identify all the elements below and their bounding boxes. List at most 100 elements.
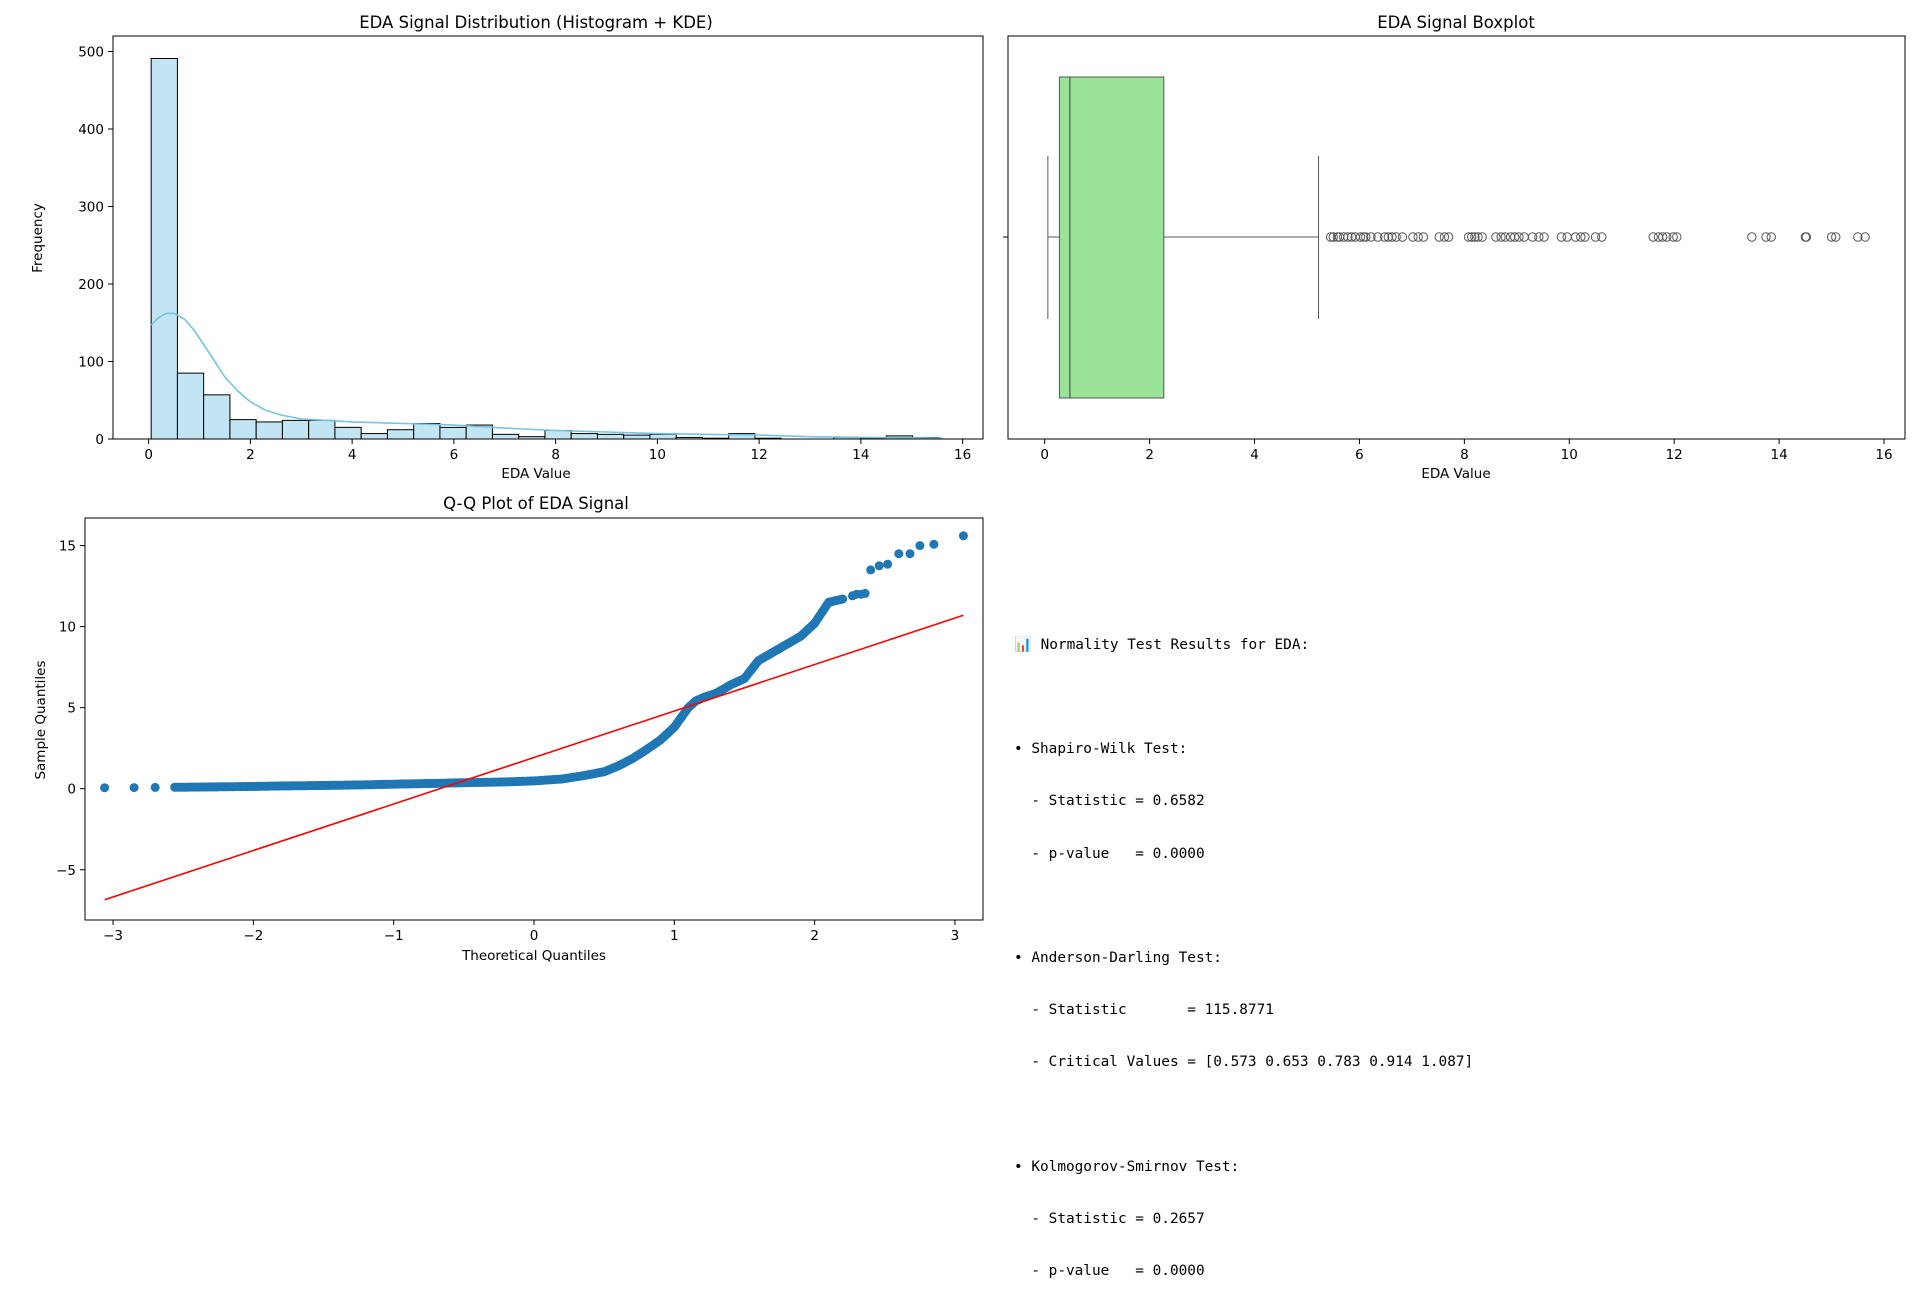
histogram-panel: EDA Signal Distribution (Histogram + KDE… bbox=[30, 13, 984, 482]
outlier-point bbox=[1391, 232, 1401, 242]
histogram-y-ticks: 0 100 200 300 400 500 bbox=[78, 45, 113, 448]
outlier-point bbox=[1668, 232, 1678, 242]
outlier-point bbox=[1860, 232, 1870, 242]
outlier-point bbox=[1648, 232, 1658, 242]
stats-spacer bbox=[1014, 898, 1894, 915]
qq-axes-frame bbox=[84, 517, 984, 921]
x-tick-label: 2 bbox=[810, 928, 819, 944]
histogram-bar bbox=[176, 372, 205, 440]
histogram-bar bbox=[491, 433, 520, 440]
stats-shapiro-statistic: - Statistic = 0.6582 bbox=[1014, 793, 1205, 810]
y-tick-label: −5 bbox=[56, 863, 76, 879]
x-tick-label: 16 bbox=[954, 447, 971, 463]
x-tick-label: −2 bbox=[243, 928, 263, 944]
histogram-bar bbox=[281, 419, 310, 440]
x-tick-label: −1 bbox=[384, 928, 404, 944]
histogram-y-label: Frequency bbox=[30, 203, 46, 273]
histogram-bar bbox=[623, 434, 651, 440]
histogram-bar bbox=[360, 433, 388, 440]
outlier-point bbox=[1747, 232, 1757, 242]
outlier-point bbox=[1434, 232, 1444, 242]
outlier-point bbox=[1328, 232, 1338, 242]
histogram-bar bbox=[596, 433, 625, 440]
outlier-point bbox=[1373, 232, 1383, 242]
qq-point bbox=[100, 783, 110, 793]
kde-curve bbox=[150, 312, 943, 439]
histogram-bar bbox=[255, 421, 283, 440]
outlier-point bbox=[1383, 232, 1394, 242]
boxplot-x-ticks: 0 2 4 6 8 10 12 14 16 bbox=[1040, 439, 1893, 463]
outlier-point bbox=[1590, 232, 1601, 242]
outlier-point bbox=[1826, 232, 1837, 242]
x-tick-label: 6 bbox=[1355, 447, 1364, 463]
normality-test-results: 📊 Normality Test Results for EDA: • Shap… bbox=[1014, 602, 1894, 1298]
x-tick-label: 1 bbox=[670, 928, 679, 944]
outlier-point bbox=[1766, 232, 1776, 242]
qq-point bbox=[915, 541, 925, 551]
qq-x-ticks: −3 −2 −1 0 1 2 3 bbox=[103, 920, 959, 944]
outlier-point bbox=[1534, 232, 1544, 242]
x-tick-label: 0 bbox=[144, 447, 153, 463]
stats-anderson-heading: • Anderson-Darling Test: bbox=[1014, 950, 1222, 967]
outlier-point bbox=[1343, 232, 1353, 242]
qq-point bbox=[860, 588, 870, 598]
outlier-point bbox=[1527, 232, 1538, 242]
qq-points bbox=[100, 531, 968, 793]
x-tick-label: 8 bbox=[1460, 447, 1469, 463]
outlier-point bbox=[1467, 232, 1477, 242]
histogram-axes-frame bbox=[112, 35, 984, 440]
y-tick-label: 100 bbox=[78, 355, 104, 371]
iqr-box bbox=[1058, 76, 1165, 399]
x-tick-label: 2 bbox=[1145, 447, 1154, 463]
x-tick-label: 8 bbox=[551, 447, 560, 463]
outlier-point bbox=[1418, 232, 1429, 242]
outlier-point bbox=[1413, 232, 1423, 242]
outlier-point bbox=[1443, 232, 1454, 242]
outlier-point bbox=[1408, 232, 1418, 242]
qq-point bbox=[150, 782, 160, 792]
outlier-point bbox=[1397, 232, 1408, 242]
qq-point bbox=[929, 539, 939, 549]
outlier-point bbox=[1379, 232, 1390, 242]
histogram-bars bbox=[150, 57, 940, 440]
x-tick-label: 2 bbox=[246, 447, 255, 463]
histogram-bar bbox=[413, 423, 441, 440]
histogram-bar bbox=[150, 57, 178, 440]
outlier-point bbox=[1361, 232, 1371, 242]
histogram-bar bbox=[544, 429, 572, 440]
histogram-bar bbox=[334, 426, 362, 440]
y-tick-label: 200 bbox=[78, 277, 104, 293]
qq-point bbox=[129, 783, 139, 793]
outlier-point bbox=[1761, 232, 1771, 242]
qq-point bbox=[958, 531, 968, 541]
histogram-x-label: EDA Value bbox=[501, 466, 570, 482]
qq-point bbox=[866, 565, 876, 575]
y-tick-label: 15 bbox=[59, 539, 76, 555]
x-tick-label: 14 bbox=[852, 447, 869, 463]
outlier-point bbox=[1576, 232, 1586, 242]
outlier-point bbox=[1470, 232, 1480, 242]
stats-ks-heading: • Kolmogorov-Smirnov Test: bbox=[1014, 1158, 1240, 1175]
x-tick-label: 4 bbox=[348, 447, 357, 463]
x-tick-label: 6 bbox=[450, 447, 459, 463]
outlier-point bbox=[1597, 232, 1607, 242]
outlier-point bbox=[1387, 232, 1397, 242]
y-tick-label: 0 bbox=[95, 432, 104, 448]
x-tick-label: 3 bbox=[951, 928, 960, 944]
qq-x-label: Theoretical Quantiles bbox=[461, 948, 606, 964]
x-tick-label: 0 bbox=[1040, 447, 1049, 463]
stats-ks-pvalue: - p-value = 0.0000 bbox=[1014, 1263, 1205, 1280]
x-tick-label: 0 bbox=[530, 928, 539, 944]
outlier-point bbox=[1853, 232, 1863, 242]
outlier-point bbox=[1366, 232, 1376, 242]
stats-spacer bbox=[1014, 1107, 1894, 1124]
qq-reference-line bbox=[104, 614, 964, 901]
x-tick-label: 16 bbox=[1875, 447, 1892, 463]
outlier-point bbox=[1510, 232, 1520, 242]
outlier-point bbox=[1662, 232, 1672, 242]
qq-point bbox=[874, 561, 884, 571]
outlier-point bbox=[1346, 232, 1357, 242]
stats-shapiro-pvalue: - p-value = 0.0000 bbox=[1014, 845, 1205, 862]
qq-panel: Q-Q Plot of EDA Signal −3 −2 −1 0 1 2 3 −5 0 5 10… bbox=[33, 494, 984, 964]
boxplot-outliers bbox=[1325, 232, 1870, 242]
